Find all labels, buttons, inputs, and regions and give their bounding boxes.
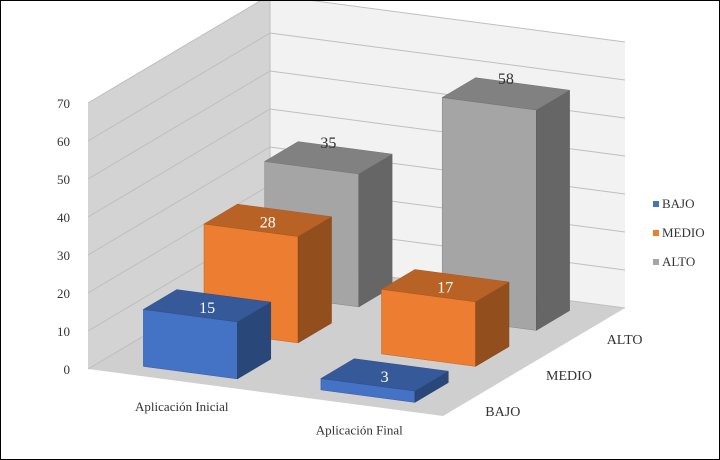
bar-top (203, 203, 333, 237)
bar-side (297, 216, 332, 344)
bar-medio-2 (380, 269, 510, 367)
legend-item-alto: ALTO (653, 254, 695, 269)
bar-top (263, 141, 393, 175)
legend-swatch (653, 201, 659, 207)
bar-side (358, 153, 393, 308)
bar-bajo-1 (142, 289, 272, 380)
legend-item-medio: MEDIO (653, 225, 705, 240)
legend: BAJO MEDIO ALTO (653, 196, 705, 269)
data-label-alto-2: 58 (498, 71, 514, 88)
bar-top (320, 358, 450, 392)
category-label: Aplicación Inicial (135, 399, 229, 414)
data-label-alto-1: 35 (320, 135, 336, 152)
depth-label: ALTO (607, 333, 643, 348)
y-tick-label: 70 (57, 96, 70, 111)
bar-side (536, 89, 570, 331)
legend-label: BAJO (662, 196, 695, 211)
bar-top (142, 289, 272, 323)
y-tick-label: 50 (57, 172, 70, 187)
category-label: Aplicación Final (316, 422, 403, 437)
data-label-bajo-2: 3 (381, 369, 389, 386)
data-label-bajo-1: 15 (199, 300, 215, 317)
y-tick-label: 20 (57, 286, 70, 301)
axis-labels: 0 10 20 30 40 50 60 70 Aplicación Inicial Aplicac… (57, 96, 642, 437)
legend-item-bajo: BAJO (653, 196, 695, 211)
data-label-medio-1: 28 (260, 214, 276, 231)
legend-label: ALTO (662, 254, 695, 269)
y-tick-label: 0 (64, 362, 71, 377)
bar-bajo-2 (320, 358, 450, 403)
depth-label: BAJO (485, 405, 520, 420)
data-label-medio-2: 17 (437, 280, 453, 297)
bar-top (380, 269, 510, 303)
bar-front (381, 289, 476, 367)
bars (142, 77, 571, 403)
y-tick-label: 30 (57, 248, 70, 263)
y-tick-label: 40 (57, 210, 70, 225)
legend-label: MEDIO (662, 225, 705, 240)
y-tick-label: 10 (57, 324, 70, 339)
data-labels: 35 58 28 17 15 3 (199, 71, 514, 386)
legend-swatch (653, 259, 659, 265)
legend-swatch (653, 230, 659, 236)
y-tick-label: 60 (57, 134, 70, 149)
bar-top (441, 77, 571, 111)
depth-label: MEDIO (546, 369, 592, 384)
gridline (87, 1, 626, 104)
